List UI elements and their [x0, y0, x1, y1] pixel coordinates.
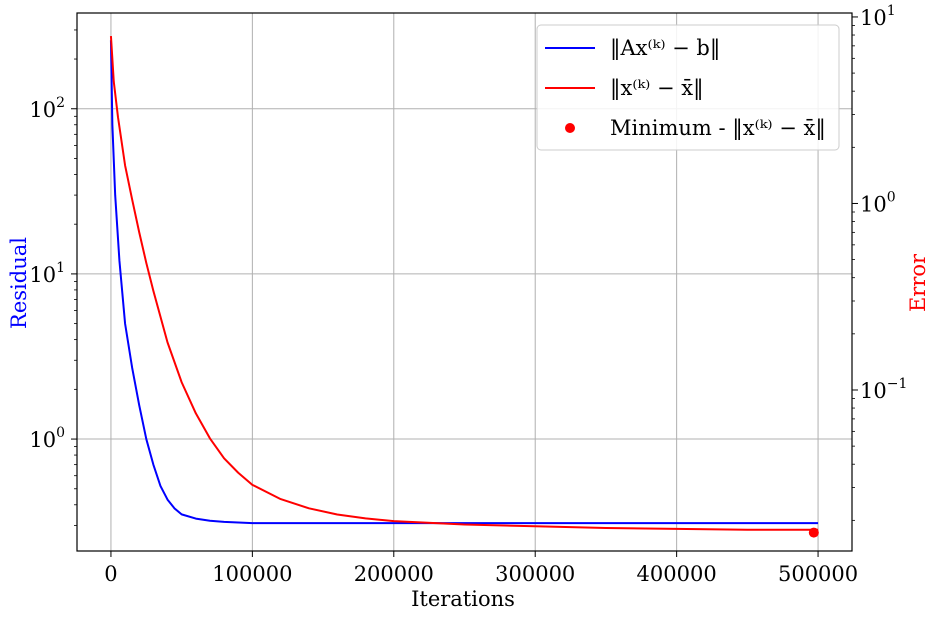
- x-tick-label: 0: [104, 562, 117, 586]
- legend-label-residual: ‖Ax⁽ᵏ⁾ − b‖: [610, 36, 720, 61]
- x-tick-label: 400000: [637, 562, 717, 586]
- x-tick-label: 200000: [354, 562, 434, 586]
- x-tick-label: 500000: [778, 562, 858, 586]
- error-line: [109, 35, 819, 531]
- y-right-tick-label: 101: [860, 3, 896, 30]
- y-left-tick-label: 100: [29, 425, 65, 452]
- y-right-tick-label: 100: [860, 189, 896, 216]
- x-tick-label: 300000: [495, 562, 575, 586]
- legend-label-minimum: Minimum - ‖x⁽ᵏ⁾ − x̄‖: [610, 116, 826, 141]
- legend-swatch-minimum: [565, 123, 575, 133]
- residual-line: [109, 40, 819, 525]
- legend-box: [536, 24, 840, 151]
- y-left-tick-label: 101: [29, 260, 65, 287]
- plot-area: [109, 35, 819, 538]
- plot-frame: [76, 12, 853, 552]
- x-tick-label: 100000: [212, 562, 292, 586]
- legend: ‖Ax⁽ᵏ⁾ − b‖ ‖x⁽ᵏ⁾ − x̄‖ Minimum - ‖x⁽ᵏ⁾ …: [536, 24, 840, 151]
- y-right-tick-label: 10−1: [860, 376, 907, 403]
- legend-label-error: ‖x⁽ᵏ⁾ − x̄‖: [610, 76, 704, 101]
- x-axis: 0 100000 200000 300000 400000 500000: [104, 551, 858, 586]
- y-axis-left: 100 101 102: [29, 29, 77, 526]
- y-axis-left-label: Residual: [7, 237, 31, 329]
- y-axis-right: 10−1 100 101: [852, 3, 907, 521]
- minimum-point: [808, 527, 819, 538]
- x-axis-label: Iterations: [411, 587, 515, 611]
- y-axis-right-label: Error: [906, 253, 930, 312]
- y-left-tick-label: 102: [29, 95, 65, 122]
